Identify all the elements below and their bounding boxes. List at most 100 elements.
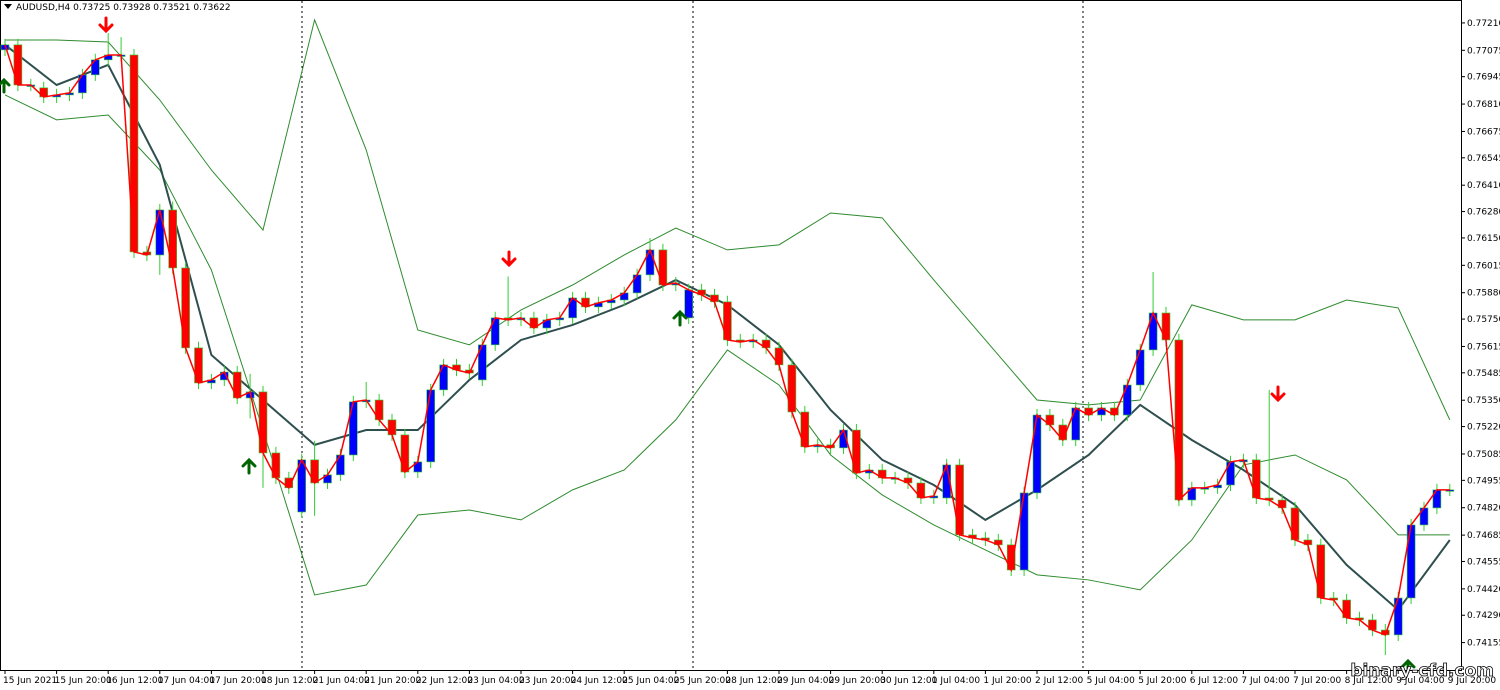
x-tick-label: 7 Jul 20:00 <box>1293 676 1342 686</box>
candle-body <box>1161 312 1171 341</box>
candle-body <box>800 411 810 448</box>
menu-triangle[interactable] <box>4 4 12 9</box>
candle-body <box>1252 459 1261 499</box>
buy-arrow <box>1400 658 1416 674</box>
candle-body <box>1290 507 1300 541</box>
x-tick-label: 28 Jun 12:00 <box>725 676 782 686</box>
candle-body <box>852 429 861 474</box>
x-tick-label: 15 Jun 2021 <box>3 676 57 686</box>
sell-arrow <box>501 250 517 268</box>
y-tick-label: 0.75615 <box>1467 342 1500 352</box>
x-tick-label: 29 Jun 20:00 <box>829 676 886 686</box>
y-tick-label: 0.74155 <box>1467 639 1500 649</box>
x-tick-label: 5 Jul 20:00 <box>1138 676 1187 686</box>
candle-body <box>400 434 410 473</box>
candle-body <box>1174 339 1184 501</box>
close-line <box>4 44 1450 636</box>
y-tick-label: 0.75485 <box>1467 369 1500 379</box>
candle-body <box>1032 414 1042 494</box>
candle-body <box>232 371 242 399</box>
indicator-line <box>5 18 1451 421</box>
x-tick-label: 24 Jun 12:00 <box>571 676 628 686</box>
candle-body <box>271 452 281 479</box>
y-tick-label: 0.77075 <box>1467 46 1500 56</box>
chart-title: AUDUSD,H4 0.73725 0.73928 0.73521 0.7362… <box>16 3 231 13</box>
buy-arrow <box>672 309 688 327</box>
x-tick-label: 15 Jun 20:00 <box>55 676 112 686</box>
x-tick-label: 2 Jul 12:00 <box>1035 676 1084 686</box>
candle-body <box>658 249 668 286</box>
candle-body <box>129 54 139 253</box>
buy-arrow <box>241 457 257 475</box>
y-tick-label: 0.76945 <box>1467 73 1500 83</box>
x-tick-label: 7 Jul 04:00 <box>1241 676 1290 686</box>
x-tick-label: 25 Jun 20:00 <box>674 676 731 686</box>
candle-body <box>39 87 49 98</box>
signal-arrows <box>0 16 1416 674</box>
x-tick-label: 30 Jun 12:00 <box>880 676 937 686</box>
candle-body <box>348 401 358 456</box>
candle-body <box>1316 544 1326 599</box>
watermark: binary-cfd.com <box>1350 661 1494 681</box>
y-tick-label: 0.74955 <box>1467 476 1500 486</box>
candle-body <box>181 267 190 349</box>
x-tick-label: 9 Jul 04:00 <box>1396 676 1445 686</box>
x-tick-label: 22 Jun 12:00 <box>416 676 473 686</box>
x-tick-label: 21 Jun 20:00 <box>364 676 421 686</box>
sell-arrow <box>98 16 114 34</box>
candle-body <box>1135 349 1145 386</box>
candle-body <box>1071 407 1080 441</box>
x-tick-label: 16 Jun 12:00 <box>106 676 163 686</box>
candle-body <box>787 364 797 413</box>
y-tick-label: 0.74685 <box>1467 531 1500 541</box>
candle-body <box>1123 384 1132 416</box>
candle-body <box>955 464 964 536</box>
x-tick-label: 1 Jul 04:00 <box>932 676 981 686</box>
candle-body <box>684 289 694 319</box>
candle-body <box>439 364 448 391</box>
x-tick-label: 25 Jun 04:00 <box>622 676 679 686</box>
x-tick-label: 21 Jun 04:00 <box>313 676 370 686</box>
candle-body <box>13 44 23 86</box>
x-tick-label: 1 Jul 20:00 <box>983 676 1032 686</box>
indicator-line <box>4 94 1450 596</box>
buy-arrow <box>0 77 11 94</box>
x-tick-label: 8 Jul 12:00 <box>1345 676 1394 686</box>
x-tick-label: 17 Jun 04:00 <box>158 676 215 686</box>
y-tick-label: 0.74555 <box>1467 557 1500 567</box>
candle-body <box>490 317 500 346</box>
y-tick-label: 0.75085 <box>1467 450 1500 460</box>
candle-body <box>194 347 203 384</box>
y-tick-label: 0.76545 <box>1467 154 1500 164</box>
x-tick-label: 5 Jul 04:00 <box>1087 676 1136 686</box>
x-tick-label: 29 Jun 04:00 <box>777 676 834 686</box>
candle-body <box>1393 597 1403 636</box>
x-tick-label: 18 Jun 12:00 <box>261 676 318 686</box>
x-tick-label: 17 Jun 20:00 <box>209 676 266 686</box>
sell-arrow <box>1270 385 1286 403</box>
candle-body <box>258 391 268 454</box>
x-tick-label: 6 Jul 12:00 <box>1190 676 1239 686</box>
x-tick-label: 23 Jun 20:00 <box>519 676 576 686</box>
candle-body <box>426 389 436 463</box>
candle-body <box>1019 492 1029 571</box>
x-tick-label: 9 Jul 20:00 <box>1448 676 1497 686</box>
period-separators <box>301 1 1084 670</box>
candle-body <box>1406 524 1416 599</box>
candle-body <box>168 209 177 269</box>
candle-body <box>310 459 319 484</box>
y-tick-label: 0.76015 <box>1467 261 1500 271</box>
candle-body <box>645 249 655 276</box>
